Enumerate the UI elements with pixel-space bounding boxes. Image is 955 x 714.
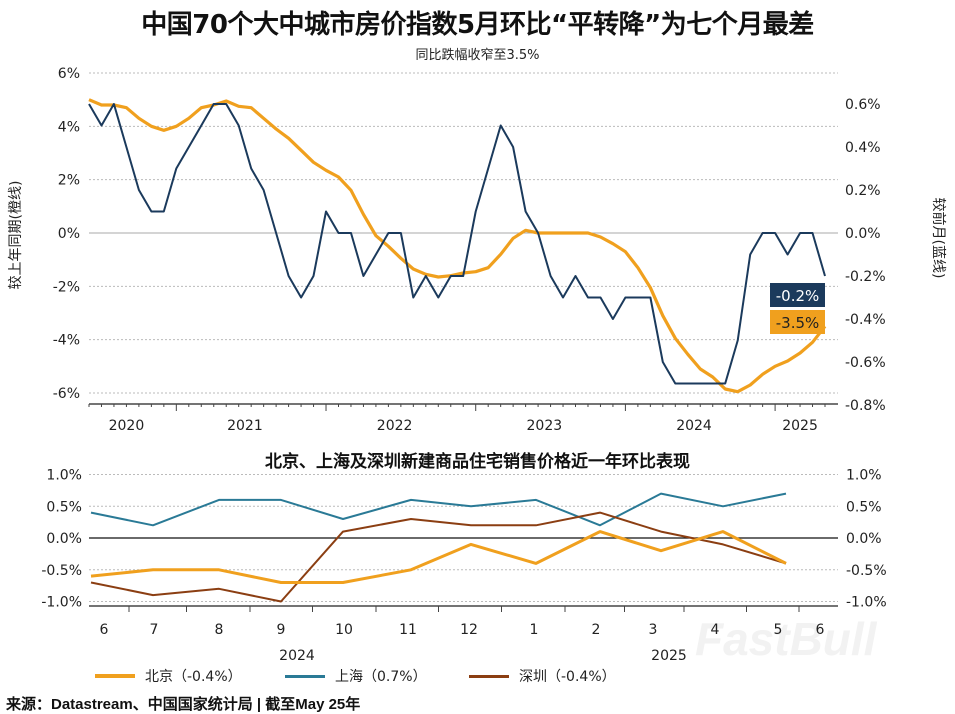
y-tick-left: -1.0% — [41, 595, 82, 611]
y-tick-left: -4% — [53, 333, 80, 349]
x-tick-label: 11 — [399, 622, 417, 638]
legend-label-shenzhen: 深圳（-0.4%） — [519, 669, 616, 685]
x-tick-label: 2024 — [676, 418, 712, 434]
y-tick-right: 0.2% — [845, 183, 881, 199]
source-note: 来源：Datastream、中国国家统计局 | 截至May 25年 — [6, 696, 361, 713]
x-tick-label: 6 — [816, 622, 825, 638]
chart-subtitle: 同比跌幅收窄至3.5% — [415, 48, 540, 63]
y-tick-right: -0.2% — [845, 269, 886, 285]
x-tick-label: 2021 — [227, 418, 263, 434]
value-tag-bg — [770, 283, 825, 307]
x-tick-label: 2023 — [527, 418, 563, 434]
value-tag-bg — [770, 310, 825, 334]
y-tick-right: 1.0% — [846, 468, 882, 484]
legend-label-shanghai: 上海（0.7%） — [335, 669, 427, 685]
x-tick-label: 2025 — [782, 418, 818, 434]
x-tick-label: 5 — [774, 622, 783, 638]
x-tick-label: 9 — [277, 622, 286, 638]
y-tick-right: 0.0% — [845, 226, 881, 242]
y-tick-left: 1.0% — [46, 468, 82, 484]
y-tick-left: -2% — [53, 279, 80, 295]
x-tick-label: 12 — [460, 622, 478, 638]
series-line-mom — [88, 103, 826, 385]
value-tag: -3.5% — [776, 314, 820, 332]
x-tick-label: 3 — [649, 622, 658, 638]
legend-item-shenzhen: 深圳（-0.4%） — [469, 666, 616, 686]
y-tick-right: -0.6% — [845, 355, 886, 371]
x-tick-label: 2022 — [377, 418, 413, 434]
y-axis-title-right: 较前月(蓝线) — [930, 198, 947, 279]
y-tick-left: 0.5% — [46, 499, 82, 515]
chart-title: 中国70个大中城市房价指数5月环比“平转降”为七个月最差 — [141, 10, 814, 40]
y-tick-right: -0.5% — [846, 563, 887, 579]
series-line-shenzhen — [90, 511, 787, 603]
x-tick-label: 4 — [711, 622, 720, 638]
series-line-shanghai — [90, 492, 787, 527]
y-tick-left: 0% — [58, 226, 80, 242]
legend-swatch-beijing — [95, 674, 135, 678]
x-tick-label: 6 — [100, 622, 109, 638]
series-line-beijing — [90, 530, 787, 584]
y-tick-right: 0.4% — [845, 140, 881, 156]
legend-item-shanghai: 上海（0.7%） — [285, 666, 427, 686]
legend-swatch-shenzhen — [469, 674, 509, 678]
x-tick-label: 2 — [592, 622, 601, 638]
y-tick-left: 0.0% — [46, 531, 82, 547]
year-label: 2025 — [651, 648, 687, 664]
x-tick-label: 2020 — [109, 418, 145, 434]
bottom-chart-title: 北京、上海及深圳新建商品住宅销售价格近一年环比表现 — [265, 452, 690, 472]
y-tick-left: 2% — [58, 173, 80, 189]
watermark: FastBull — [695, 613, 877, 665]
y-tick-right: 0.6% — [845, 97, 881, 113]
year-label: 2024 — [279, 648, 315, 664]
y-tick-right: -0.8% — [845, 398, 886, 414]
value-tag: -0.2% — [776, 287, 820, 305]
legend-item-beijing: 北京（-0.4%） — [95, 666, 242, 686]
top-chart: 6% 4% 2% 0% -2% -4% -6% 0.6% 0.4% 0.2% 0.0% -0.2% -0… — [8, 66, 947, 434]
series-line-yoy — [88, 98, 827, 394]
x-tick-label: 7 — [150, 622, 159, 638]
legend-label-beijing: 北京（-0.4%） — [145, 669, 242, 685]
y-tick-right: -0.4% — [845, 312, 886, 328]
x-tick-label: 1 — [530, 622, 539, 638]
y-tick-left: -0.5% — [41, 563, 82, 579]
y-tick-left: 4% — [58, 119, 80, 135]
y-tick-left: -6% — [53, 386, 80, 402]
y-tick-right: -1.0% — [846, 595, 887, 611]
y-tick-left: 6% — [58, 66, 80, 82]
y-tick-right: 0.0% — [846, 531, 882, 547]
y-tick-right: 0.5% — [846, 499, 882, 515]
y-axis-title-left: 较上年同期(橙线) — [8, 181, 24, 290]
legend-swatch-shanghai — [285, 674, 325, 678]
x-tick-label: 10 — [335, 622, 353, 638]
x-tick-label: 8 — [215, 622, 224, 638]
